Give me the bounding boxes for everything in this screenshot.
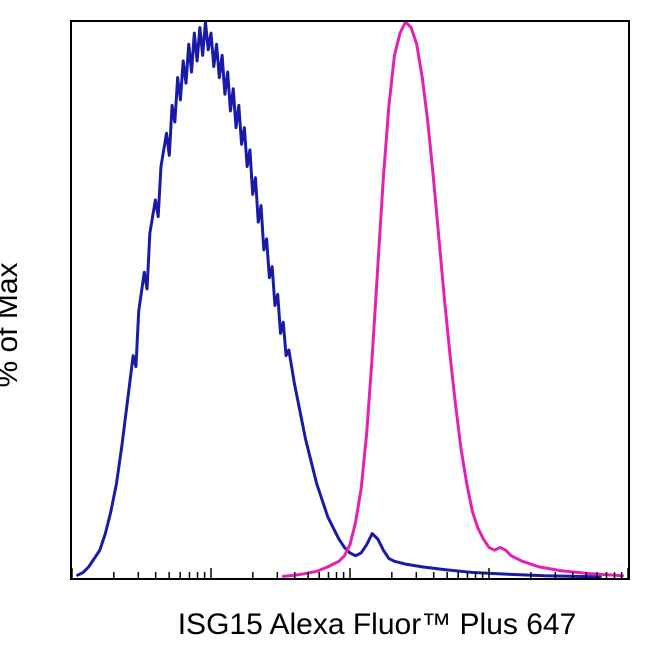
plot-area: [70, 20, 630, 580]
histogram-curves: [72, 22, 628, 578]
y-axis-label: % of Max: [0, 262, 25, 387]
chart-container: % of Max ISG15 Alexa Fluor™ Plus 647: [0, 0, 650, 650]
x-axis-label: ISG15 Alexa Fluor™ Plus 647: [178, 608, 577, 642]
